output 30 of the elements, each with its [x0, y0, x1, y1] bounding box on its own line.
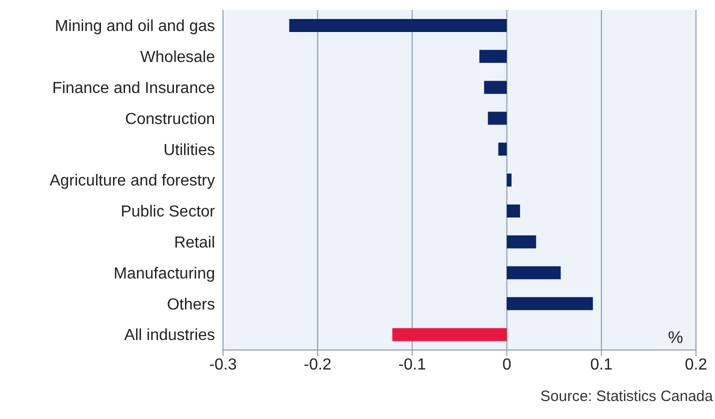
- bar: [488, 112, 507, 125]
- bar: [506, 235, 536, 248]
- bar: [506, 174, 512, 187]
- y-tick-label: Utilities: [163, 142, 215, 159]
- y-tick-label: Retail: [174, 234, 215, 252]
- bar: [506, 266, 561, 280]
- x-tick-label: 0: [502, 356, 512, 374]
- source-note: Source: Statistics Canada: [540, 388, 713, 405]
- bar: [506, 204, 520, 218]
- y-tick-label: Others: [166, 296, 215, 314]
- y-tick-label: Construction: [125, 110, 215, 128]
- bar: [479, 50, 507, 63]
- y-tick-label: Mining and oil and gas: [54, 18, 215, 36]
- bar: [498, 142, 507, 156]
- bar: [484, 80, 507, 94]
- x-tick-label: 0.1: [590, 356, 613, 374]
- y-tick-label: Manufacturing: [114, 265, 215, 282]
- y-tick-label: All industries: [124, 327, 215, 344]
- x-tick-label: -0.1: [398, 356, 426, 374]
- y-tick-label: Wholesale: [140, 49, 216, 66]
- y-tick-label: Finance and Insurance: [52, 80, 216, 97]
- x-tick-label: -0.2: [304, 356, 332, 374]
- y-tick-label: Agriculture and forestry: [50, 172, 215, 190]
- y-tick-label: Public Sector: [120, 204, 216, 221]
- bar: [289, 19, 507, 32]
- x-tick-label: -0.3: [209, 356, 237, 374]
- x-tick-label: 0.2: [684, 356, 708, 374]
- x-axis-title: %: [668, 328, 684, 348]
- bar: [392, 328, 507, 342]
- bar: [506, 297, 593, 310]
